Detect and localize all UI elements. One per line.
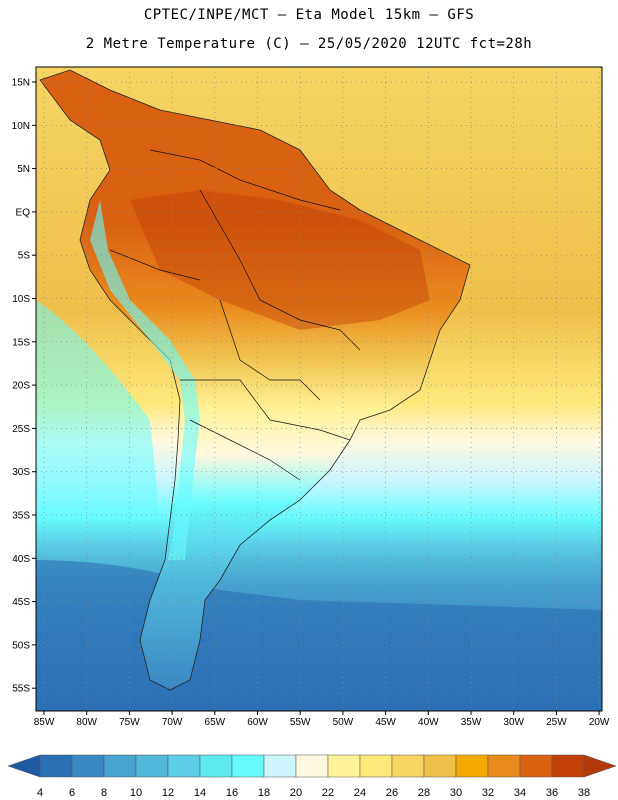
colorbar-label: 16 (226, 787, 238, 799)
lat-label: 40S (12, 554, 30, 565)
lon-label: 30W (503, 717, 524, 728)
colorbar-box (519, 754, 553, 778)
colorbar-label: 6 (69, 787, 75, 799)
colorbar-box (167, 754, 201, 778)
colorbar-label: 8 (101, 787, 107, 799)
colorbar-box (391, 754, 425, 778)
lon-label: 40W (418, 717, 439, 728)
lat-label: 5N (17, 164, 30, 175)
lon-label: 25W (546, 717, 567, 728)
south-america-landmass (39, 69, 471, 691)
lon-label: 50W (333, 717, 354, 728)
lon-label: 35W (461, 717, 482, 728)
lat-label: 15S (12, 337, 30, 348)
colorbar-box (327, 754, 361, 778)
colorbar-box (295, 754, 329, 778)
colorbar-label: 28 (418, 787, 430, 799)
colorbar-box (423, 754, 457, 778)
colorbar-label: 32 (482, 787, 494, 799)
lat-label: EQ (16, 207, 31, 218)
colorbar-label: 10 (130, 787, 142, 799)
colorbar-box (263, 754, 297, 778)
lat-label: 10N (12, 121, 30, 132)
colorbar-box (71, 754, 105, 778)
colorbar-box (487, 754, 521, 778)
map-title: CPTEC/INPE/MCT – Eta Model 15km – GFS (143, 7, 475, 23)
lon-label: 80W (76, 717, 97, 728)
colorbar-label: 22 (322, 787, 334, 799)
colorbar-box (39, 754, 73, 778)
temperature-colorbar: 4 6 8 10 12 14 16 18 20 22 24 26 28 30 32 34 36 38 (7, 754, 617, 799)
colorbar-label: 26 (386, 787, 398, 799)
colorbar-box (551, 754, 585, 778)
colorbar-box (359, 754, 393, 778)
colorbar-box (135, 754, 169, 778)
colorbar-label: 30 (450, 787, 462, 799)
colorbar-label: 38 (578, 787, 590, 799)
lat-label: 55S (12, 684, 30, 695)
colorbar-label: 14 (194, 787, 206, 799)
lat-label: 25S (12, 424, 30, 435)
lon-label: 55W (290, 717, 311, 728)
colorbar-right-arrow (583, 754, 617, 778)
lat-label: 5S (18, 251, 31, 262)
lon-label: 20W (589, 717, 610, 728)
lon-label: 45W (375, 717, 396, 728)
lon-label: 60W (247, 717, 268, 728)
lat-label: 30S (12, 467, 30, 478)
lon-label: 70W (162, 717, 183, 728)
map-subtitle: 2 Metre Temperature (C) – 25/05/2020 12U… (85, 36, 533, 52)
colorbar-label: 36 (546, 787, 558, 799)
colorbar-label: 18 (258, 787, 270, 799)
colorbar-box (455, 754, 489, 778)
colorbar-label: 4 (37, 787, 43, 799)
lon-label: 85W (34, 717, 55, 728)
lon-label: 75W (119, 717, 140, 728)
colorbar-label: 24 (354, 787, 366, 799)
lat-label: 35S (12, 511, 30, 522)
colorbar-box (103, 754, 137, 778)
colorbar-label: 12 (162, 787, 174, 799)
colorbar-left-arrow (7, 754, 41, 778)
lat-label: 50S (12, 640, 30, 651)
colorbar-label: 34 (514, 787, 526, 799)
colorbar-label: 20 (290, 787, 302, 799)
lon-label: 65W (205, 717, 226, 728)
colorbar-box (199, 754, 233, 778)
lat-label: 15N (12, 78, 30, 89)
lat-label: 10S (12, 294, 30, 305)
lat-label: 45S (12, 597, 30, 608)
lat-label: 20S (12, 381, 30, 392)
colorbar-box (231, 754, 265, 778)
